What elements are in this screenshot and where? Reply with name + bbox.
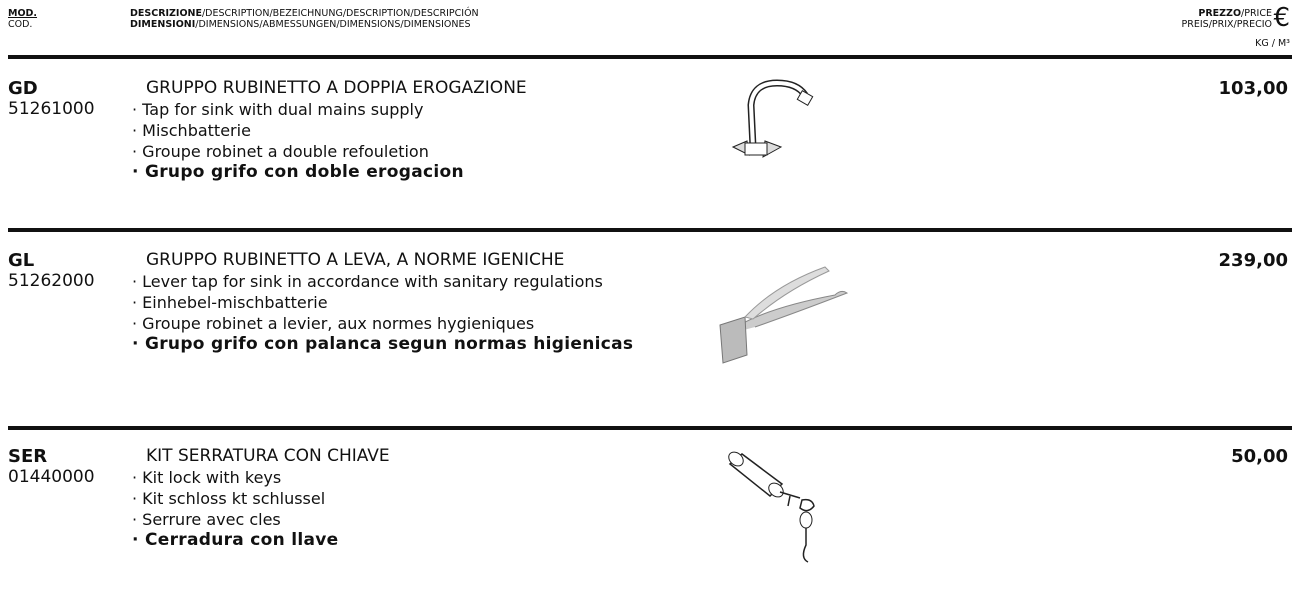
model: GD <box>8 78 38 99</box>
description-rest: /DESCRIPTION/BEZEICHNUNG/DESCRIPTION/DES… <box>201 8 479 19</box>
dimensions-rest: /DIMENSIONS/ABMESSUNGEN/DIMENSIONS/DIMEN… <box>195 19 471 30</box>
item-title: GRUPPO RUBINETTO A DOPPIA EROGAZIONE <box>146 78 527 98</box>
item-line: · Lever tap for sink in accordance with … <box>132 272 603 291</box>
code: 51261000 <box>8 99 95 119</box>
header-rule <box>8 55 1292 59</box>
item-title: GRUPPO RUBINETTO A LEVA, A NORME IGENICH… <box>146 250 565 270</box>
item-title: KIT SERRATURA CON CHIAVE <box>146 446 390 466</box>
code: 51262000 <box>8 271 95 291</box>
price-line2: PREIS/PRIX/PRECIO <box>1181 19 1272 30</box>
price: 103,00 <box>1218 78 1288 99</box>
model: GL <box>8 250 35 271</box>
price: 50,00 <box>1231 446 1288 467</box>
item-line: · Mischbatterie <box>132 121 251 140</box>
description-bold: DESCRIZIONE <box>130 8 202 19</box>
dimensions-bold: DIMENSIONI <box>130 19 196 30</box>
price-rest: /PRICE <box>1241 8 1272 19</box>
item-line: · Serrure avec cles <box>132 510 281 529</box>
price: 239,00 <box>1218 250 1288 271</box>
cod-label: COD. <box>8 19 33 30</box>
header-mod: MOD. COD. <box>8 8 58 30</box>
item-line: · Grupo grifo con doble erogacion <box>132 162 464 182</box>
unit: KG / M³ <box>1255 38 1290 49</box>
item-line: · Tap for sink with dual mains supply <box>132 100 424 119</box>
row-rule <box>8 426 1292 430</box>
currency: € <box>1273 3 1290 33</box>
mod-label: MOD. <box>8 8 38 19</box>
header-price: PREZZO/PRICE PREIS/PRIX/PRECIO <box>1182 8 1272 30</box>
item-line: · Cerradura con llave <box>132 530 339 550</box>
item-line: · Einhebel-mischbatterie <box>132 293 328 312</box>
tap-image <box>731 79 814 158</box>
item-line: · Groupe robinet a double refouletion <box>132 142 429 161</box>
item-line: · Grupo grifo con palanca segun normas h… <box>132 334 634 354</box>
item-line: · Kit schloss kt schlussel <box>132 489 326 508</box>
price-bold: PREZZO <box>1198 8 1242 19</box>
item-line: · Groupe robinet a levier, aux normes hy… <box>132 314 535 333</box>
header-description: DESCRIZIONE/DESCRIPTION/BEZEICHNUNG/DESC… <box>130 8 479 30</box>
item-line: · Kit lock with keys <box>132 468 282 487</box>
model: SER <box>8 446 48 467</box>
lever-image <box>719 266 849 364</box>
row-rule <box>8 228 1292 232</box>
lock-image <box>728 451 815 563</box>
code: 01440000 <box>8 467 95 487</box>
